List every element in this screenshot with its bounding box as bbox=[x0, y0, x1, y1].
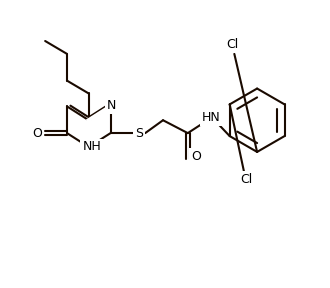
Text: O: O bbox=[191, 150, 201, 163]
Text: HN: HN bbox=[202, 111, 221, 124]
Text: O: O bbox=[32, 127, 42, 140]
Text: NH: NH bbox=[82, 141, 101, 154]
Text: S: S bbox=[135, 127, 143, 140]
Text: Cl: Cl bbox=[240, 173, 252, 186]
Text: N: N bbox=[107, 99, 116, 112]
Text: Cl: Cl bbox=[226, 39, 239, 52]
